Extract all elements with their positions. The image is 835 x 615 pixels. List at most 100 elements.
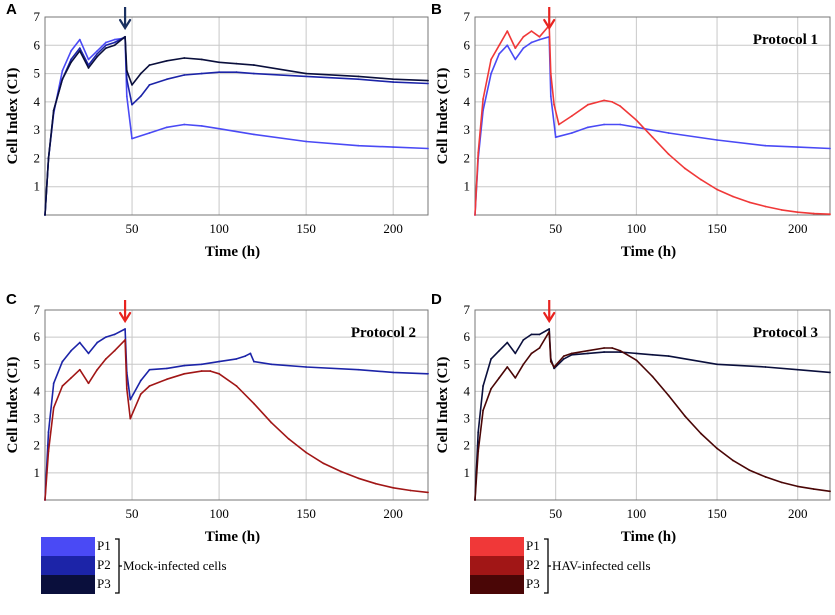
series-line — [474, 24, 831, 216]
data-point — [183, 364, 186, 367]
x-axis-label: Time (h) — [621, 529, 676, 545]
x-tick-label: 150 — [296, 506, 316, 521]
legend-item-p2-mock: P2 — [97, 557, 111, 572]
data-point — [52, 382, 55, 385]
data-point — [700, 432, 702, 435]
x-tick-label: 50 — [126, 506, 139, 521]
data-point — [812, 212, 815, 215]
legend-item-p1-hav: P1 — [526, 538, 540, 553]
data-point — [148, 385, 151, 387]
data-point — [124, 35, 126, 38]
data-point — [716, 363, 718, 366]
data-point — [548, 328, 551, 330]
y-tick-label: 5 — [464, 356, 471, 371]
y-axis-label: Cell Index (CI) — [435, 68, 451, 165]
data-point — [538, 38, 541, 41]
data-point — [47, 450, 50, 453]
data-point — [305, 366, 308, 368]
series-line — [474, 330, 831, 501]
data-point — [165, 78, 168, 81]
data-point — [235, 71, 238, 74]
series-line — [44, 328, 429, 501]
data-point — [530, 352, 533, 355]
data-point — [603, 123, 605, 126]
y-tick-label: 1 — [464, 465, 471, 480]
data-point — [764, 144, 767, 147]
x-tick-label: 200 — [383, 506, 403, 521]
data-point — [357, 368, 360, 371]
data-point — [165, 59, 168, 62]
data-point — [183, 74, 186, 76]
data-point — [305, 75, 308, 78]
data-point — [113, 44, 116, 47]
series-p2-hav — [44, 338, 429, 501]
data-point — [764, 205, 767, 208]
y-tick-label: 3 — [34, 411, 41, 426]
protocol-title: Protocol 3 — [753, 325, 818, 341]
data-point — [716, 447, 718, 450]
legend-bracket-mock — [115, 538, 122, 594]
treatment-arrow — [543, 7, 556, 31]
data-point — [796, 146, 799, 149]
data-point — [498, 44, 501, 47]
data-point — [780, 209, 783, 211]
plot-frame — [474, 16, 831, 216]
data-point — [635, 352, 638, 355]
x-tick-label: 150 — [707, 506, 727, 521]
data-point — [667, 153, 670, 156]
data-point — [253, 133, 255, 136]
x-tick-label: 100 — [627, 506, 647, 521]
series-p3-mock — [474, 328, 831, 501]
data-point — [183, 372, 186, 375]
data-point — [549, 95, 552, 98]
data-point — [78, 368, 81, 371]
x-tick-label: 200 — [383, 221, 403, 236]
y-tick-label: 3 — [464, 411, 471, 426]
y-tick-label: 4 — [464, 94, 471, 109]
data-point — [427, 372, 429, 375]
data-point — [514, 352, 517, 355]
data-point — [96, 52, 99, 55]
data-point — [635, 126, 638, 129]
data-point — [490, 387, 493, 390]
panel-letter: D — [431, 291, 442, 308]
data-point — [482, 385, 484, 387]
data-point — [61, 78, 64, 81]
data-point — [87, 382, 90, 385]
data-point — [125, 387, 128, 390]
data-point — [482, 409, 484, 412]
data-point — [764, 366, 767, 368]
y-tick-label: 6 — [464, 329, 471, 344]
data-point — [105, 357, 107, 360]
x-tick-label: 150 — [707, 221, 727, 236]
x-tick-label: 100 — [209, 506, 229, 521]
data-point — [522, 47, 525, 50]
y-tick-label: 7 — [464, 9, 471, 24]
data-point — [124, 328, 126, 330]
data-point — [270, 421, 273, 424]
treatment-arrow — [118, 7, 132, 31]
data-point — [562, 355, 565, 358]
data-point — [603, 347, 605, 349]
data-point — [139, 393, 142, 396]
data-point — [619, 123, 622, 126]
x-axis-label: Time (h) — [205, 529, 260, 545]
legend-bracket-hav — [544, 538, 551, 594]
data-point — [305, 140, 308, 143]
data-point — [113, 41, 116, 44]
data-point — [651, 353, 654, 356]
data-point — [829, 490, 831, 493]
data-point — [474, 214, 476, 216]
data-point — [829, 213, 831, 216]
data-point — [427, 491, 429, 494]
legend-label-hav: HAV-infected cells — [552, 558, 651, 573]
x-axis-label: Time (h) — [621, 244, 676, 260]
y-tick-label: 6 — [464, 37, 471, 52]
protocol-title: Protocol 2 — [351, 325, 416, 341]
data-point — [409, 489, 412, 492]
data-point — [129, 398, 132, 401]
data-point — [548, 330, 551, 333]
data-point — [70, 376, 73, 379]
legend-swatch-p3-hav — [470, 575, 524, 594]
data-point — [148, 83, 151, 86]
